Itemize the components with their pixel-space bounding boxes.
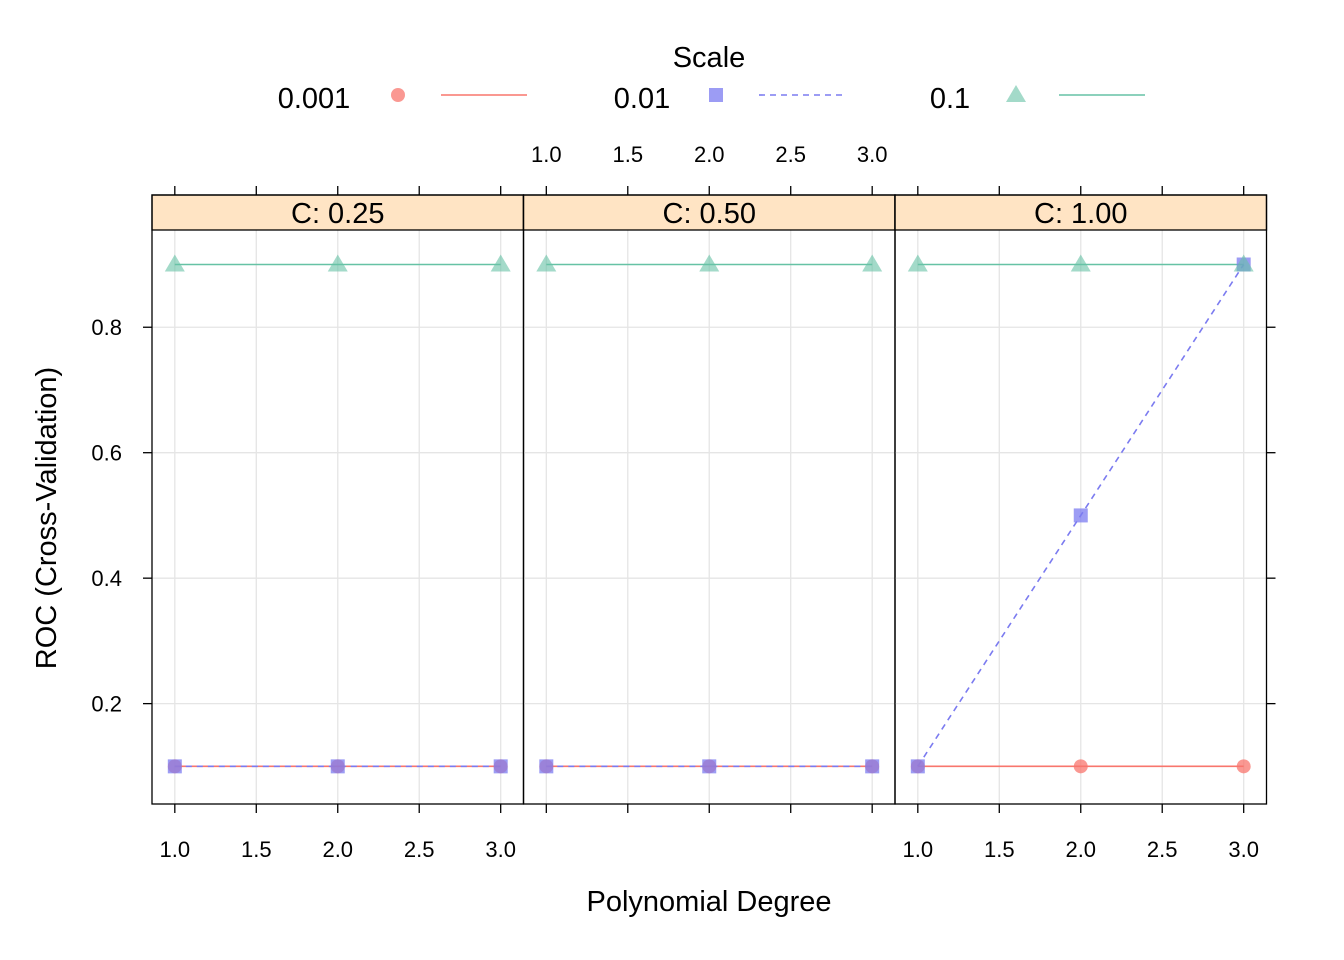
legend-label: 0.1 [930,83,970,115]
legend-marker-triangle [1006,85,1026,102]
data-point-0.01 [330,759,345,774]
panel-strip [894,194,1268,231]
x-tick-label-bottom: 1.0 [160,837,191,862]
x-tick-label-bottom: 1.5 [984,837,1015,862]
data-point-0.01 [539,759,554,774]
data-point-0.01 [1073,508,1088,523]
data-point-0.1 [164,254,185,272]
x-tick-label-top: 1.0 [531,142,562,167]
panel-border [894,194,1268,805]
legend-title: Scale [673,42,746,74]
x-tick-label-bottom: 3.0 [1228,837,1259,862]
data-point-0.1 [907,254,928,272]
legend-label: 0.01 [614,83,670,115]
data-point-0.1 [862,254,883,272]
axes: 1.0 1.5 2.0 2.5 3.0 1.0 1.5 2.0 2.5 3.0 1.0 1.5 2.0 2… [91,142,1276,862]
panels: C: 0.25 C: 0.50 C: 1.00 [151,194,1268,805]
x-tick-label-bottom: 1.5 [241,837,272,862]
data-point-0.01 [493,759,508,774]
y-tick-label: 0.2 [91,692,122,717]
legend: Scale 0.001 0.01 0.1 [278,42,1145,115]
legend-label: 0.001 [278,83,351,115]
panel-3: C: 1.00 [894,194,1268,805]
x-tick-label-top: 2.5 [775,142,806,167]
panel-strip-label: C: 0.50 [663,198,757,230]
x-tick-label-top: 2.0 [694,142,725,167]
panel-2: C: 0.50 [522,194,896,805]
x-tick-label-bottom: 2.5 [1147,837,1178,862]
data-point-0.1 [699,254,720,272]
x-tick-label-top: 1.5 [612,142,643,167]
x-tick-label-bottom: 2.0 [1065,837,1096,862]
panel-strip-label: C: 0.25 [291,198,385,230]
data-point-0.01 [167,759,182,774]
data-point-0.01 [910,759,925,774]
x-tick-label-bottom: 1.0 [903,837,934,862]
x-tick-label-bottom: 3.0 [485,837,516,862]
panel-1: C: 0.25 [151,194,525,805]
data-point-0.01 [865,759,880,774]
x-tick-label-bottom: 2.5 [404,837,435,862]
data-point-0.1 [1070,254,1091,272]
legend-marker-circle [391,88,405,102]
legend-entry-0.001: 0.001 [278,83,527,115]
data-point-0.001 [1073,759,1088,774]
x-tick-label-bottom: 2.0 [322,837,353,862]
y-tick-label: 0.4 [91,566,122,591]
x-axis-label: Polynomial Degree [586,886,831,918]
legend-entry-0.01: 0.01 [614,83,845,115]
data-point-0.1 [490,254,511,272]
legend-marker-square [709,88,723,102]
x-tick-label-top: 3.0 [857,142,888,167]
y-axis-label: ROC (Cross-Validation) [31,367,63,669]
data-point-0.1 [1233,254,1254,272]
y-tick-label: 0.6 [91,441,122,466]
legend-entry-0.1: 0.1 [930,83,1145,115]
data-point-0.1 [327,254,348,272]
data-point-0.001 [1236,759,1251,774]
data-point-0.01 [702,759,717,774]
panel-strip [522,194,896,231]
y-tick-label: 0.8 [91,315,122,340]
data-point-0.1 [536,254,557,272]
panel-strip-label: C: 1.00 [1034,198,1128,230]
